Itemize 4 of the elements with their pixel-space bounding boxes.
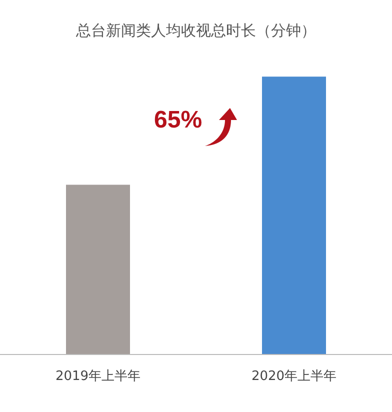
x-tick-label: 2020年上半年 (251, 369, 337, 384)
x-tick-label: 2019年上半年 (55, 369, 141, 384)
annotation: 65% (154, 106, 202, 134)
chart-title: 总台新闻类人均收视总时长（分钟） (75, 22, 316, 40)
